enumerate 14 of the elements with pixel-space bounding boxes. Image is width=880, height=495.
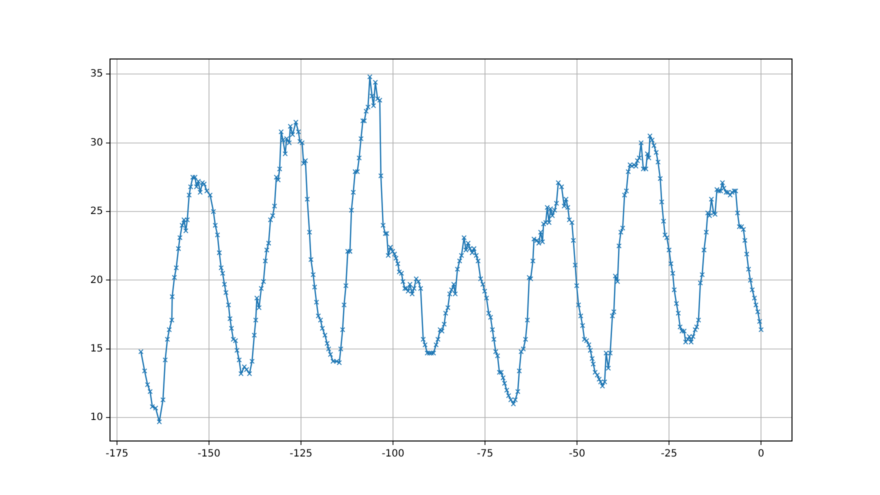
x-tick-label: -50	[568, 448, 586, 460]
x-tick-label: -100	[382, 448, 404, 460]
y-tick-label: 20	[90, 274, 103, 286]
x-tick-label: 0	[758, 448, 764, 460]
y-tick-label: 35	[90, 68, 103, 80]
x-tick-label: -150	[198, 448, 220, 460]
y-tick-label: 30	[90, 137, 103, 148]
x-tick-label: -75	[476, 448, 494, 460]
y-tick-label: 15	[90, 344, 103, 355]
x-tick-label: -175	[106, 448, 128, 460]
y-tick-label: 10	[90, 412, 103, 424]
y-tick-label: 25	[90, 206, 103, 218]
x-tick-label: -25	[660, 448, 678, 460]
x-tick-label: -125	[290, 448, 312, 460]
